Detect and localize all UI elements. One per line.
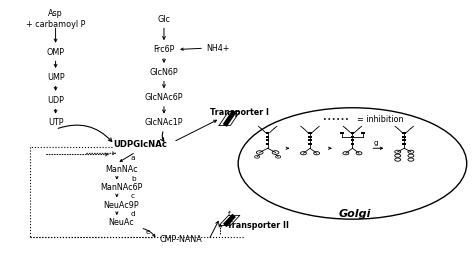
Circle shape [395, 154, 401, 157]
Text: GlcN6P: GlcN6P [150, 68, 178, 77]
Bar [402, 140, 406, 142]
Text: Transporter I: Transporter I [210, 108, 269, 117]
Text: NeuAc: NeuAc [109, 218, 135, 228]
Text: NeuAc9P: NeuAc9P [104, 201, 139, 210]
Text: NH4+: NH4+ [206, 44, 230, 53]
Text: g: g [374, 140, 378, 146]
Bar [340, 132, 344, 134]
Bar [351, 132, 354, 134]
Circle shape [256, 151, 263, 154]
Bar [351, 136, 354, 137]
Bar [308, 140, 312, 142]
Circle shape [314, 152, 319, 155]
Circle shape [275, 155, 281, 158]
Bar [308, 143, 312, 145]
Text: a: a [131, 155, 136, 161]
Text: UMP: UMP [47, 73, 64, 82]
Bar [351, 143, 354, 145]
Circle shape [395, 150, 401, 153]
Text: b: b [131, 176, 136, 182]
Bar [402, 136, 406, 137]
Text: Golgi: Golgi [338, 209, 371, 219]
Circle shape [301, 152, 306, 155]
Text: CMP-NANA: CMP-NANA [159, 236, 202, 244]
Bar [361, 132, 365, 134]
Bar [308, 132, 312, 134]
Bar [308, 136, 312, 137]
Text: Frc6P: Frc6P [153, 45, 174, 54]
Bar [402, 132, 406, 134]
Circle shape [395, 158, 401, 161]
Bar [266, 136, 270, 137]
Circle shape [408, 158, 414, 161]
Bar [266, 140, 270, 142]
Circle shape [343, 152, 349, 155]
Text: UDPGlcNAc: UDPGlcNAc [113, 140, 167, 149]
Text: GlcNAc1P: GlcNAc1P [145, 119, 183, 127]
Text: UTP: UTP [48, 119, 64, 127]
Text: ManNAc6P: ManNAc6P [100, 183, 143, 192]
Circle shape [408, 154, 414, 157]
Text: f: f [228, 211, 230, 217]
Text: OMP: OMP [46, 48, 64, 57]
Text: Glc: Glc [157, 15, 171, 24]
Text: ManNAc: ManNAc [105, 165, 138, 174]
Text: GlcNAc6P: GlcNAc6P [145, 93, 183, 102]
Text: e: e [145, 229, 150, 235]
Bar [266, 143, 270, 145]
Text: UDP: UDP [47, 96, 64, 105]
Circle shape [356, 152, 362, 155]
Text: d: d [131, 211, 136, 217]
Bar [266, 132, 270, 134]
Circle shape [255, 155, 260, 158]
Text: c: c [131, 193, 135, 199]
Text: Transporter II: Transporter II [227, 221, 289, 230]
Text: = inhibition: = inhibition [357, 115, 404, 124]
Text: Asp
+ carbamoyl P: Asp + carbamoyl P [26, 9, 85, 29]
Circle shape [272, 151, 279, 154]
Circle shape [408, 150, 414, 153]
Bar [402, 143, 406, 145]
Bar [351, 140, 354, 142]
